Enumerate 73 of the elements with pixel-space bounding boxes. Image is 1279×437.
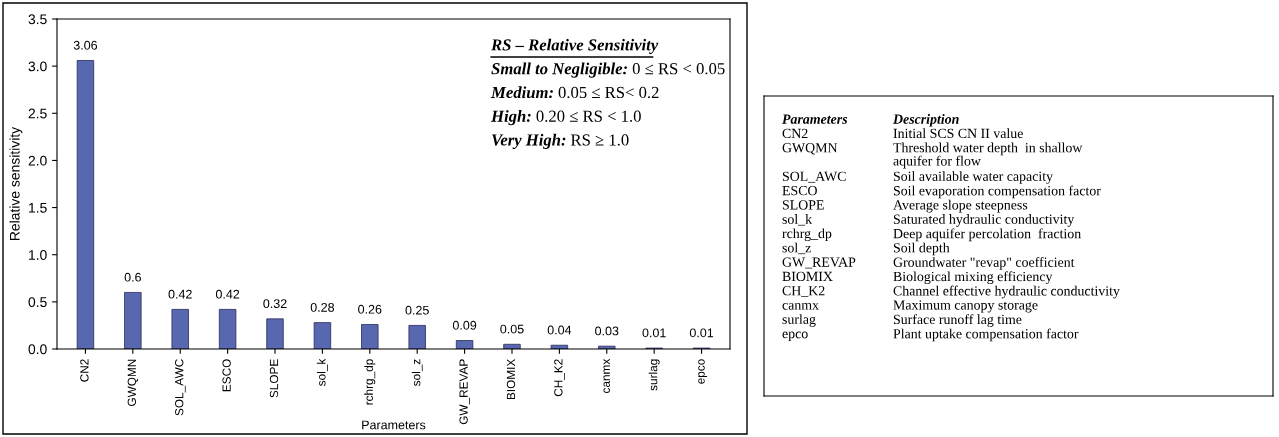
text: SLOPE <box>782 200 824 210</box>
annotation: Medium: 0.05 ≤ RS< 0.2 <box>490 86 659 99</box>
text: Description <box>892 114 959 127</box>
text: rchrg_dp <box>782 228 832 242</box>
x-tick-label: sol_k <box>316 358 328 386</box>
text: canmx <box>782 302 819 310</box>
text: CN2 <box>782 128 808 139</box>
text: Saturated hydraulic conductivity <box>893 214 1075 227</box>
text: Groundwater "revap" coefficient <box>893 257 1075 270</box>
text: Channel effective hydraulic conductivity <box>893 285 1120 299</box>
data-label: 0.01 <box>689 328 714 338</box>
text: Maximum canopy storage <box>893 300 1038 313</box>
data-label: 0.26 <box>358 304 382 314</box>
y-axis-title: Relative sensitivity <box>9 126 23 240</box>
y-tick-label: 1.5 <box>29 203 47 213</box>
text: Soil depth <box>893 242 950 256</box>
x-tick-label: CN2 <box>80 359 89 382</box>
data-label: 0.42 <box>215 289 240 299</box>
x-axis-title: Parameters <box>362 420 426 430</box>
data-label: 0.25 <box>405 305 429 315</box>
text: Average slope steepness <box>893 199 1028 213</box>
text: Deep aquifer percolation fraction <box>893 228 1081 242</box>
data-label: 3.06 <box>73 40 98 50</box>
x-tick-label: GW_REVAP <box>459 359 470 425</box>
annotation: Small to Negligible: 0 ≤ RS < 0.05 <box>491 62 725 78</box>
x-tick-label: CH_K2 <box>554 359 565 397</box>
y-tick-label: 0.0 <box>28 344 47 355</box>
text: Surface runoff lag time <box>893 314 1022 327</box>
x-tick-label: sol_z <box>411 359 423 386</box>
text: Parameters <box>781 114 848 124</box>
y-tick-label: 3.5 <box>28 14 47 25</box>
text: Initial SCS CN II value <box>893 128 1023 139</box>
annotation: RS – Relative Sensitivity <box>491 38 659 54</box>
data-label: 0.04 <box>547 325 572 335</box>
text: ESCO <box>782 185 817 196</box>
annotation: High: 0.20 ≤ RS < 1.0 <box>490 110 641 126</box>
x-tick-label: epco <box>698 359 708 384</box>
data-label: 0.09 <box>452 320 477 330</box>
text: BIOMIX <box>782 271 833 282</box>
x-tick-label: canmx <box>603 358 610 393</box>
x-tick-label: SLOPE <box>269 359 279 398</box>
y-tick-label: 2.5 <box>28 108 47 119</box>
x-tick-label: SOL_AWC <box>175 359 186 416</box>
y-tick-label: 3.0 <box>28 61 47 72</box>
y-tick-label: 1.0 <box>29 250 47 260</box>
y-tick-label: 0.5 <box>28 297 47 308</box>
text: Soil available water capacity <box>893 171 1053 184</box>
x-tick-label: surlag <box>648 359 660 391</box>
data-label: 0.28 <box>310 302 335 312</box>
data-label: 0.05 <box>500 324 524 334</box>
x-tick-label: rchrg_dp <box>364 359 376 405</box>
text: surlag <box>782 314 816 327</box>
annotation: Very High: RS ≥ 1.0 <box>492 133 629 149</box>
x-tick-label: ESCO <box>222 359 231 392</box>
data-label: 0.6 <box>124 272 141 282</box>
text: CH_K2 <box>782 286 825 298</box>
data-label: 0.42 <box>168 289 192 299</box>
text: SOL_AWC <box>782 171 846 183</box>
text: sol_k <box>782 214 813 226</box>
text: GW_REVAP <box>782 257 856 269</box>
data-label: 0.01 <box>642 328 666 338</box>
x-tick-label: BIOMIX <box>506 358 516 400</box>
text: epco <box>782 331 808 342</box>
data-label: 0.32 <box>263 299 287 309</box>
text: Threshold water depth in shallow aquifer for flow <box>893 142 1083 169</box>
text: GWQMN <box>782 143 838 155</box>
text: Biological mixing efficiency <box>893 271 1053 285</box>
text: Plant uptake compensation factor <box>893 328 1079 342</box>
x-tick-label: GWQMN <box>127 359 139 406</box>
data-label: 0.03 <box>595 326 619 336</box>
y-tick-label: 2.0 <box>28 155 47 166</box>
text: Soil evaporation compensation factor <box>893 185 1101 199</box>
text: sol_z <box>782 242 811 255</box>
